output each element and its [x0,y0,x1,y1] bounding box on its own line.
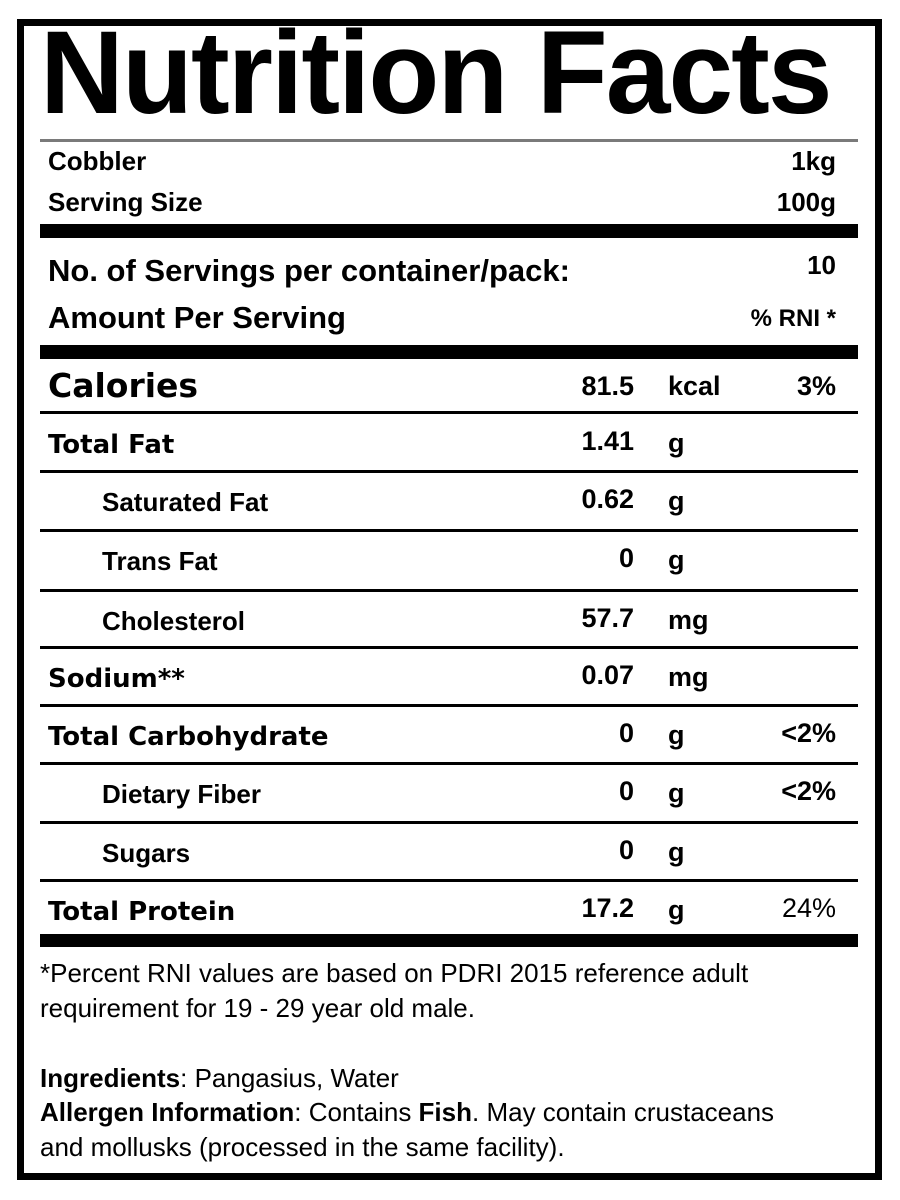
rni-header: % RNI * [750,305,836,332]
nutrient-label: Cholesterol [102,606,246,636]
divider [40,411,858,414]
calories-unit: kcal [668,371,721,401]
divider [40,704,858,707]
nutrient-value: 57.7 [581,603,634,633]
allergen-fish: Fish [418,1097,472,1127]
allergen-info: Allergen Information: Contains Fish. May… [40,1095,774,1130]
ingredients-text: : Pangasius, Water [180,1063,399,1093]
nutrient-label: Dietary Fiber [102,779,261,809]
serving-size-label: Serving Size [48,187,203,217]
nutrient-label: Saturated Fat [102,487,269,517]
allergen-line-2: and mollusks (processed in the same faci… [40,1132,565,1162]
nutrient-unit: mg [668,605,709,635]
nutrient-value: 0.07 [581,660,634,690]
nutrient-value: 0 [618,835,634,865]
ingredients: Ingredients: Pangasius, Water [40,1061,399,1096]
allergen-text: . May contain crustaceans [472,1097,775,1127]
nutrient-rni: <2% [781,776,836,806]
divider [40,529,858,532]
divider [40,139,858,142]
label-border [17,19,882,1180]
thick-divider [40,345,858,359]
footnote-line-2: requirement for 19 - 29 year old male. [40,993,475,1023]
divider [40,646,858,649]
thick-divider [40,934,858,947]
divider [40,821,858,824]
nutrient-label: Sodium** [48,664,185,694]
nutrient-unit: g [668,545,685,575]
divider [40,470,858,473]
nutrient-unit: g [668,778,685,808]
nutrient-unit: g [668,428,685,458]
nutrient-value: 0 [618,543,634,573]
allergen-label: Allergen Information [40,1097,295,1127]
servings-value: 10 [807,250,836,280]
ingredients-label: Ingredients [40,1063,181,1093]
allergen-text: : Contains [294,1097,419,1127]
thick-divider [40,224,858,238]
nutrient-unit: g [668,720,685,750]
serving-size-value: 100g [776,187,836,217]
nutrient-unit: g [668,895,685,925]
calories-rni: 3% [796,371,836,401]
nutrient-value: 0.62 [581,484,634,514]
amount-per-serving: Amount Per Serving [48,300,346,335]
divider [40,879,858,882]
product-name: Cobbler [48,146,147,176]
nutrient-unit: mg [668,662,709,692]
nutrient-label: Total Carbohydrate [48,722,329,752]
nutrient-label: Sugars [102,838,191,868]
nutrient-rni: 24% [781,893,836,923]
nutrient-value: 0 [618,718,634,748]
page-title: Nutrition Facts [40,7,833,139]
nutrient-rni: <2% [781,718,836,748]
nutrient-unit: g [668,486,685,516]
divider [40,589,858,592]
nutrient-value: 1.41 [581,426,634,456]
divider [40,762,858,765]
servings-label: No. of Servings per container/pack: [48,253,570,288]
nutrient-label: Total Protein [48,897,236,927]
nutrient-label: Total Fat [48,430,175,460]
calories-value: 81.5 [581,371,634,401]
nutrient-unit: g [668,837,685,867]
nutrient-value: 17.2 [581,893,634,923]
nutrient-value: 0 [618,776,634,806]
nutrient-label: Trans Fat [102,546,218,576]
footnote-line-1: *Percent RNI values are based on PDRI 20… [40,958,749,988]
net-weight: 1kg [791,146,836,176]
calories-label: Calories [48,366,199,405]
